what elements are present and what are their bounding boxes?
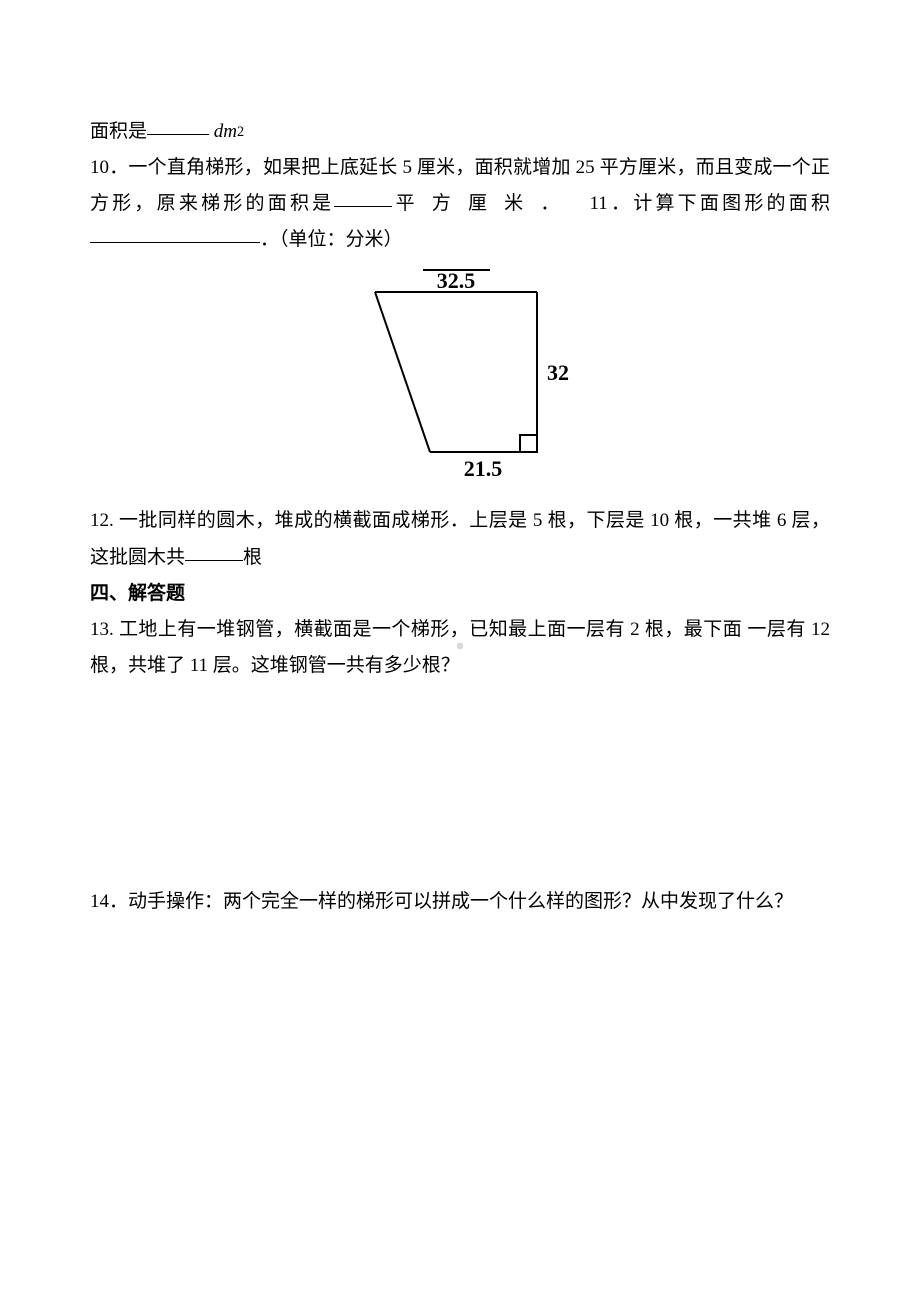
blank-q11: [90, 223, 260, 243]
area-prefix: 面积是: [90, 121, 147, 142]
q11-suffix: ．（单位：分米）: [260, 229, 403, 250]
q10-q11-line: 10．一个直角梯形，如果把上底延长 5 厘米，面积就增加 25 平方厘米，而且变…: [90, 150, 830, 258]
q10-part2: 平 方 厘 米 ．: [392, 193, 565, 214]
svg-text:32: 32: [547, 360, 569, 385]
trapezoid-figure: 32.5 32 21.5: [90, 262, 830, 497]
q11-prefix: 11．计算下面图形的面积: [590, 193, 830, 214]
svg-text:21.5: 21.5: [464, 456, 503, 481]
section-4-text: 四、解答题: [90, 583, 185, 604]
q12-line: 12. 一批同样的圆木，堆成的横截面成梯形．上层是 5 根，下层是 10 根，一…: [90, 503, 830, 575]
area-line: 面积是 dm2: [90, 114, 830, 150]
svg-text:32.5: 32.5: [437, 268, 476, 293]
blank-q10: [334, 187, 392, 207]
unit-exp: 2: [237, 124, 244, 140]
q12-part2: 根: [243, 547, 262, 568]
q14-line: 14．动手操作：两个完全一样的梯形可以拼成一个什么样的图形？从中发现了什么？: [90, 884, 830, 920]
spacer-q13: [90, 684, 830, 884]
blank-q12: [185, 541, 243, 561]
unit-dm: dm: [214, 121, 237, 142]
blank-area: [147, 115, 209, 135]
section-4-heading: 四、解答题: [90, 576, 830, 612]
q14-text: 14．动手操作：两个完全一样的梯形可以拼成一个什么样的图形？从中发现了什么？: [90, 891, 793, 912]
center-dot-icon: [457, 643, 463, 649]
